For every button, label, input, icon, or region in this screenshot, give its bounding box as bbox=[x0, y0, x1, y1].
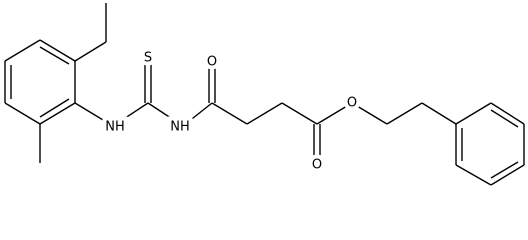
atom-label: O bbox=[207, 55, 217, 70]
atom-label: O bbox=[312, 158, 322, 173]
atom-label: NH bbox=[170, 120, 190, 135]
atom-label: O bbox=[347, 96, 357, 111]
molecule: S O NH NH O O bbox=[4, 3, 525, 186]
atom-label: NH bbox=[105, 120, 125, 135]
page: S O NH NH O O (() => { const data = JSON… bbox=[4, 3, 525, 186]
atom-label: S bbox=[144, 51, 152, 66]
bonds bbox=[4, 3, 525, 186]
